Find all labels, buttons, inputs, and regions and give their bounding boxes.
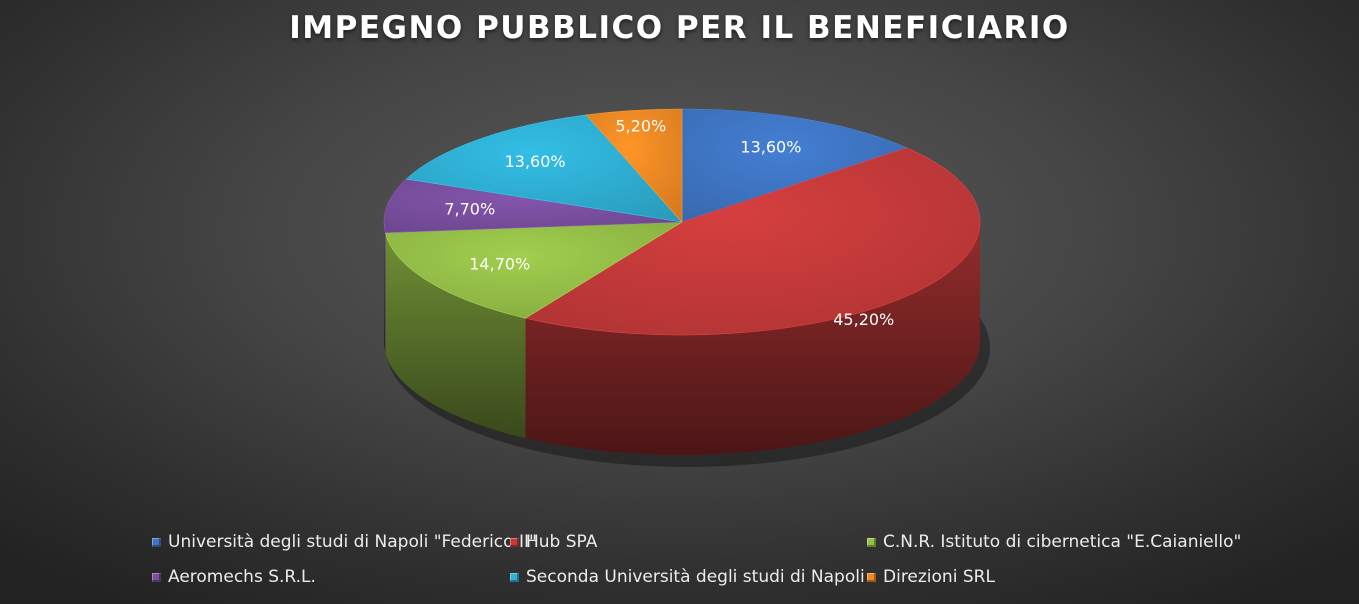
data-label-4: 13,60% — [505, 152, 566, 171]
pie-side-3 — [384, 222, 386, 353]
data-label-5: 5,20% — [615, 117, 666, 136]
pie-side-2 — [385, 232, 526, 439]
pie-slice-0 — [681, 108, 908, 223]
data-label-0: 13,60% — [740, 137, 801, 156]
pie-slice-5 — [585, 108, 683, 223]
chart-title: IMPEGNO PUBBLICO PER IL BENEFICIARIO — [289, 10, 1070, 46]
pie-slice-1 — [524, 147, 981, 336]
pie-side-walls — [384, 222, 980, 456]
pie-top — [383, 108, 981, 336]
pie-slice-3 — [383, 178, 683, 233]
pie-slice-4 — [405, 114, 683, 223]
pie-side-1 — [525, 222, 980, 456]
pie-slice-2 — [384, 221, 684, 319]
data-label-1: 45,20% — [833, 310, 894, 329]
data-label-2: 14,70% — [469, 254, 530, 273]
data-label-3: 7,70% — [444, 200, 495, 219]
data-labels: 13,60% 45,20% 14,70% 7,70% 13,60% 5,20% — [444, 117, 894, 329]
